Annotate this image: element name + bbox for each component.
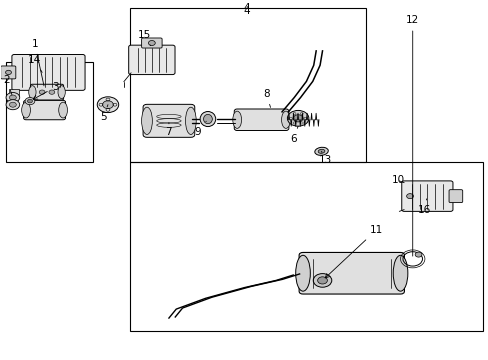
Ellipse shape — [392, 255, 407, 291]
Ellipse shape — [317, 277, 327, 284]
Ellipse shape — [318, 149, 324, 153]
Text: 4: 4 — [243, 6, 250, 17]
Circle shape — [6, 93, 20, 103]
Circle shape — [148, 41, 155, 45]
Text: 11: 11 — [325, 225, 382, 278]
Bar — [130, 8, 366, 162]
Text: 4: 4 — [243, 3, 250, 13]
Circle shape — [27, 99, 32, 103]
Ellipse shape — [142, 107, 152, 134]
Text: 10: 10 — [391, 175, 404, 185]
Text: 2: 2 — [3, 75, 12, 95]
FancyBboxPatch shape — [30, 84, 63, 100]
Text: 3: 3 — [33, 82, 59, 99]
Ellipse shape — [200, 112, 215, 127]
Text: 15: 15 — [138, 30, 151, 46]
FancyBboxPatch shape — [128, 45, 175, 75]
Polygon shape — [9, 89, 19, 96]
Text: 7: 7 — [165, 123, 172, 136]
Circle shape — [414, 252, 421, 257]
Circle shape — [9, 95, 16, 100]
Text: 8: 8 — [263, 89, 270, 107]
Text: 9: 9 — [194, 121, 206, 136]
Circle shape — [287, 111, 308, 126]
Text: 12: 12 — [405, 15, 419, 256]
FancyBboxPatch shape — [234, 109, 288, 131]
FancyBboxPatch shape — [23, 100, 65, 120]
Circle shape — [5, 70, 11, 75]
Ellipse shape — [232, 111, 241, 129]
Ellipse shape — [295, 255, 310, 291]
FancyBboxPatch shape — [142, 38, 162, 48]
Text: 1: 1 — [31, 39, 44, 86]
Text: 14: 14 — [28, 55, 42, 72]
Circle shape — [6, 100, 20, 110]
Ellipse shape — [203, 114, 212, 124]
Text: 6: 6 — [289, 126, 298, 144]
Bar — [5, 62, 93, 162]
Bar — [130, 162, 483, 330]
Ellipse shape — [185, 107, 196, 134]
Circle shape — [97, 97, 119, 113]
Circle shape — [9, 102, 16, 107]
FancyBboxPatch shape — [143, 104, 194, 137]
Circle shape — [102, 101, 113, 109]
Circle shape — [406, 194, 413, 199]
FancyBboxPatch shape — [0, 66, 16, 79]
Ellipse shape — [29, 86, 36, 99]
FancyBboxPatch shape — [12, 54, 85, 90]
Ellipse shape — [59, 102, 67, 118]
Circle shape — [293, 115, 303, 122]
FancyBboxPatch shape — [401, 181, 452, 211]
Circle shape — [39, 90, 45, 94]
FancyBboxPatch shape — [299, 252, 404, 294]
Text: 5: 5 — [100, 105, 108, 122]
FancyBboxPatch shape — [448, 190, 462, 203]
Circle shape — [49, 90, 55, 94]
Ellipse shape — [314, 147, 327, 155]
Ellipse shape — [58, 86, 65, 99]
Circle shape — [25, 98, 35, 105]
Text: 13: 13 — [318, 151, 331, 165]
Text: 16: 16 — [416, 199, 430, 216]
Ellipse shape — [21, 102, 30, 118]
Ellipse shape — [281, 111, 290, 129]
Ellipse shape — [313, 274, 331, 287]
